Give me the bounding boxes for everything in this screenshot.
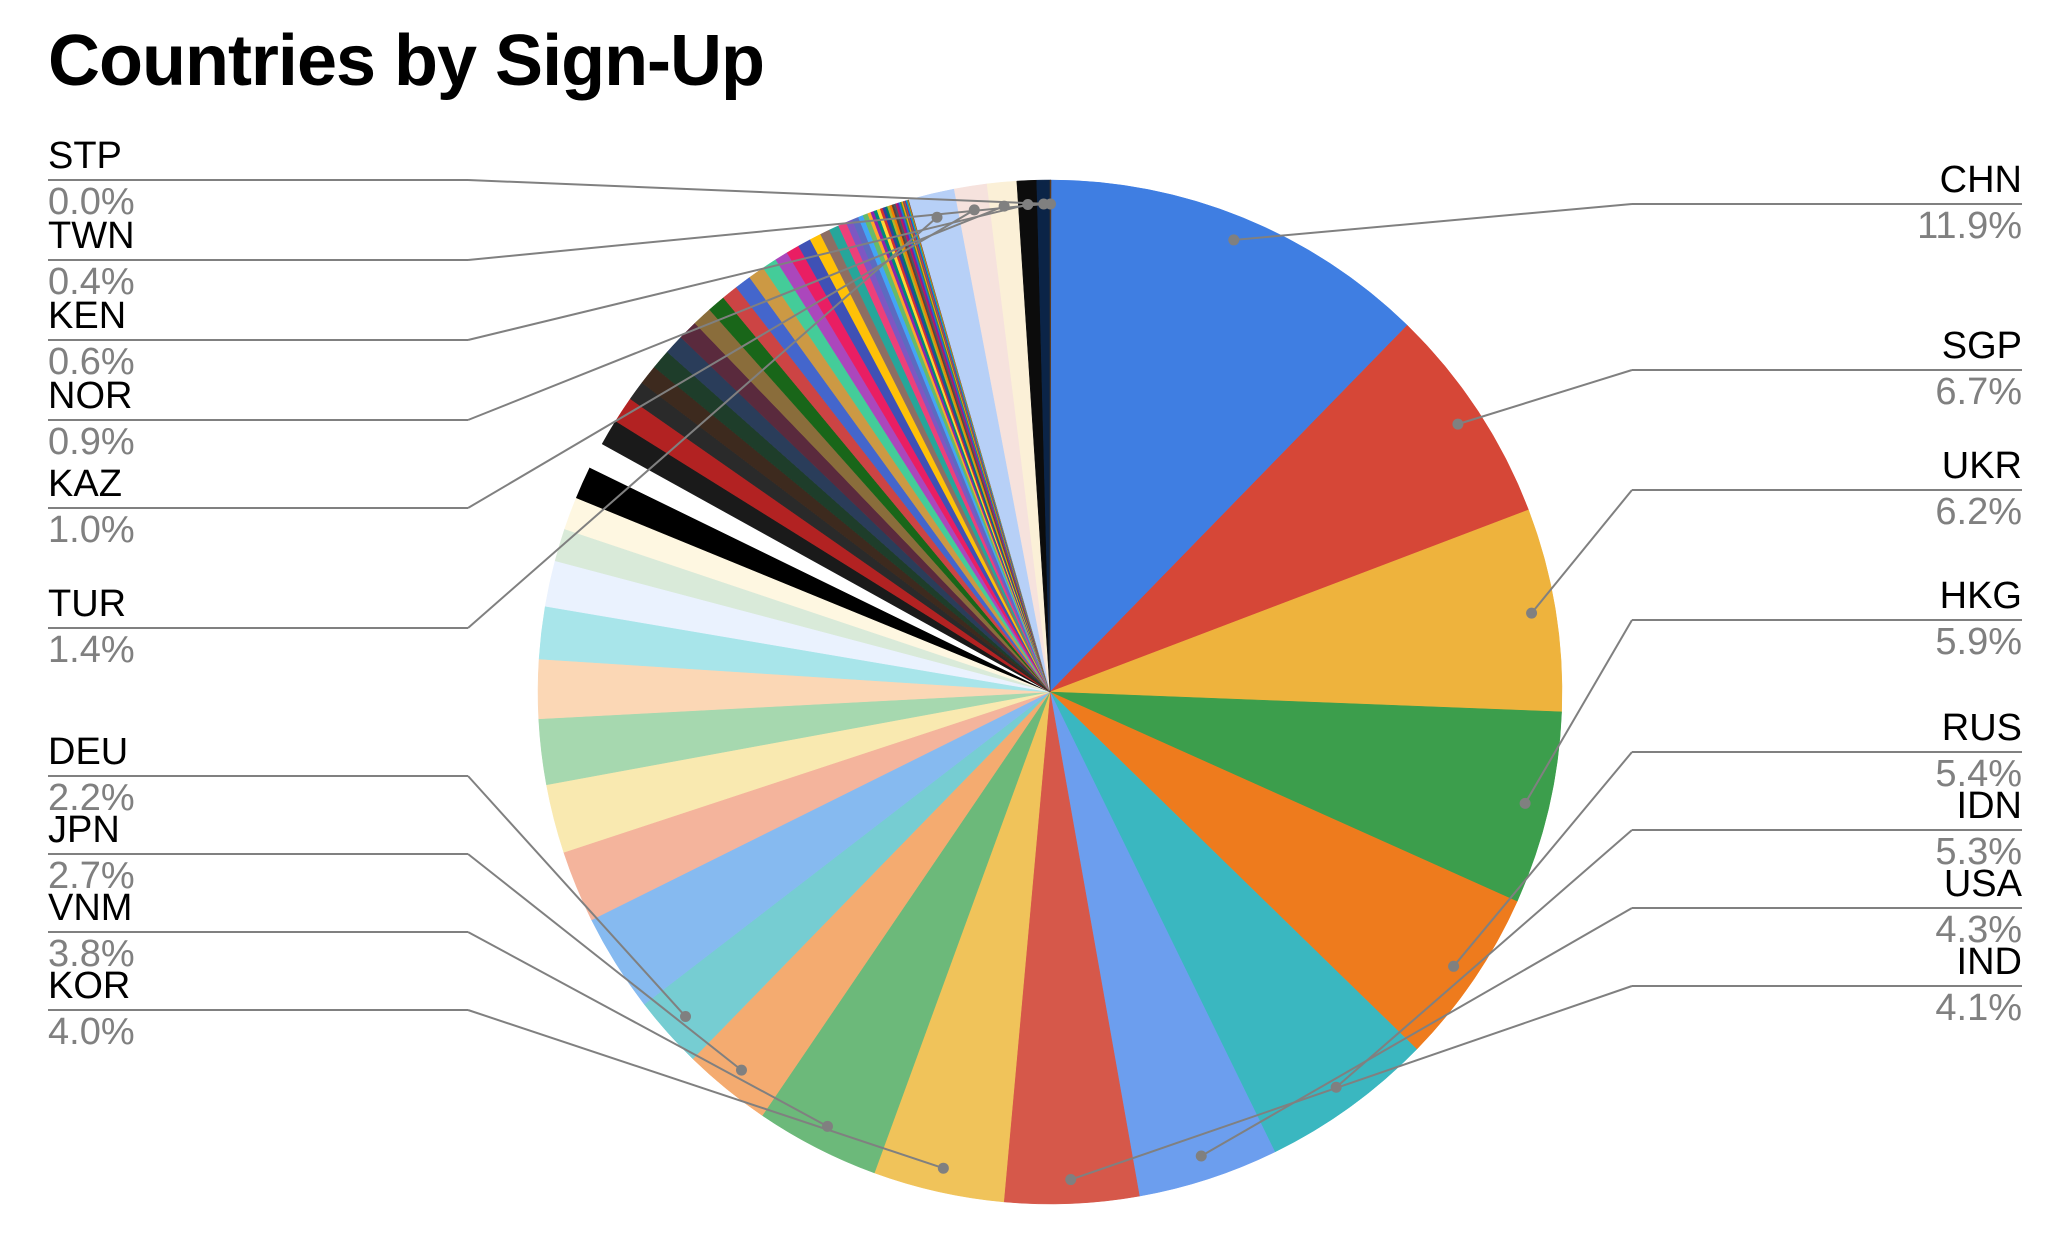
label-text: KOR: [48, 965, 130, 1007]
label-text: SGP: [1942, 325, 2022, 367]
label-text: TWN: [48, 215, 135, 257]
label-text: 1.4%: [48, 629, 135, 671]
label-text: STP: [48, 135, 122, 177]
label-text: USA: [1944, 863, 2023, 905]
label-text: KAZ: [48, 463, 122, 505]
label-text: UKR: [1942, 445, 2022, 487]
label-text: IDN: [1957, 785, 2022, 827]
chart-container: Countries by Sign-Up CHN11.9%SGP6.7%UKR6…: [0, 0, 2060, 1242]
label-text: 5.9%: [1935, 621, 2022, 663]
label-text: CHN: [1940, 159, 2022, 201]
leader-segment: [1458, 370, 1632, 424]
label-text: 4.0%: [48, 1011, 135, 1053]
label-text: RUS: [1942, 707, 2022, 749]
label-text: NOR: [48, 375, 132, 417]
label-text: HKG: [1940, 575, 2022, 617]
label-text: 4.1%: [1935, 987, 2022, 1029]
pie-chart: CHN11.9%SGP6.7%UKR6.2%HKG5.9%RUS5.4%IDN5…: [0, 0, 2060, 1242]
label-text: TUR: [48, 583, 126, 625]
pie-slices: [538, 180, 1562, 1204]
label-text: 11.9%: [1917, 205, 2022, 247]
leader-segment: [1532, 490, 1632, 613]
label-text: 6.2%: [1935, 491, 2022, 533]
label-text: 0.9%: [48, 421, 135, 463]
label-text: 1.0%: [48, 509, 135, 551]
label-text: VNM: [48, 887, 132, 929]
label-text: DEU: [48, 731, 128, 773]
label-text: JPN: [48, 809, 120, 851]
leader-segment: [1234, 204, 1632, 240]
label-text: 6.7%: [1935, 371, 2022, 413]
label-text: KEN: [48, 295, 126, 337]
label-text: IND: [1957, 941, 2022, 983]
